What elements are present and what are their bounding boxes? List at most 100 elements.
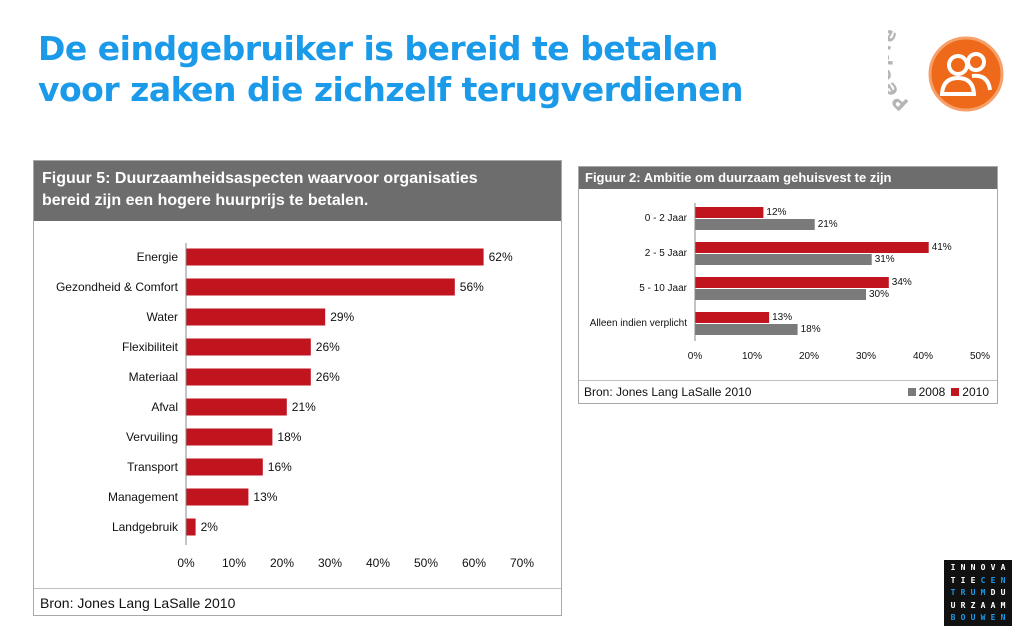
bar-2010: [695, 242, 929, 253]
slide-title: De eindgebruiker is bereid te betalen vo…: [38, 28, 858, 110]
data-label: 62%: [489, 250, 513, 264]
data-label: 26%: [316, 370, 340, 384]
logo-letter: O: [960, 613, 966, 622]
category-label: Flexibiliteit: [122, 340, 179, 354]
logo-letter: I: [960, 575, 966, 585]
logo-letter: T: [950, 588, 956, 597]
bar-2010: [695, 207, 764, 218]
logo-letter: M: [980, 588, 986, 597]
logo-letter: V: [990, 563, 996, 572]
logo-letter: B: [950, 613, 956, 622]
data-label: 2%: [201, 520, 219, 534]
data-label: 18%: [277, 430, 301, 444]
bar: [186, 248, 484, 266]
logo-letter: M: [1000, 600, 1006, 610]
bar-2008: [695, 289, 866, 300]
x-tick-label: 0%: [177, 556, 195, 570]
data-label: 30%: [869, 289, 889, 300]
bar: [186, 518, 196, 536]
legend-label-2010: 2010: [962, 385, 989, 399]
bar: [186, 488, 249, 506]
people-badge-text: People: [888, 24, 912, 115]
x-tick-label: 30%: [856, 351, 876, 362]
legend-swatch-2008: [907, 388, 916, 396]
slide-title-line-2: voor zaken die zichzelf terugverdienen: [38, 70, 744, 109]
data-label: 21%: [292, 400, 316, 414]
logo-letter: N: [960, 563, 966, 572]
figure-5-source: Bron: Jones Lang LaSalle 2010: [40, 595, 236, 611]
data-label: 56%: [460, 280, 484, 294]
category-label: Water: [146, 310, 178, 324]
logo-letter: U: [950, 600, 956, 610]
figure-5-header-line-1: Figuur 5: Duurzaamheidsaspecten waarvoor…: [42, 170, 478, 187]
logo-letter: T: [950, 575, 956, 585]
bar-2008: [695, 324, 798, 335]
people-group-icon: [928, 36, 1004, 112]
data-label: 31%: [875, 254, 895, 265]
figure-2-header: Figuur 2: Ambitie om duurzaam gehuisvest…: [579, 167, 997, 189]
bar-2008: [695, 254, 872, 265]
bar: [186, 458, 263, 476]
x-tick-label: 50%: [414, 556, 438, 570]
data-label: 16%: [268, 460, 292, 474]
legend-swatch-2010: [951, 388, 960, 396]
bar: [186, 338, 311, 356]
figure-2-source: Bron: Jones Lang LaSalle 2010: [584, 385, 752, 399]
x-tick-label: 50%: [970, 351, 990, 362]
category-label: Landgebruik: [112, 520, 179, 534]
logo-letter: A: [1000, 563, 1006, 572]
category-label: Afval: [151, 400, 178, 414]
logo-letter: E: [990, 613, 996, 622]
logo-letter: R: [960, 600, 966, 610]
x-tick-label: 30%: [318, 556, 342, 570]
data-label: 26%: [316, 340, 340, 354]
logo-letter: A: [980, 600, 986, 610]
bar: [186, 278, 455, 296]
slide-title-line-1: De eindgebruiker is bereid te betalen: [38, 29, 718, 68]
x-tick-label: 10%: [742, 351, 762, 362]
logo-letter: A: [990, 600, 996, 610]
logo-letter: N: [970, 563, 976, 572]
data-label: 18%: [801, 324, 821, 335]
data-label: 12%: [766, 207, 786, 218]
data-label: 21%: [818, 219, 838, 230]
logo-letter: R: [960, 588, 966, 597]
category-label: 0 - 2 Jaar: [645, 213, 688, 224]
x-tick-label: 40%: [913, 351, 933, 362]
logo-letter: U: [970, 588, 976, 597]
category-label: Alleen indien verplicht: [590, 318, 688, 329]
figure-5-header: Figuur 5: Duurzaamheidsaspecten waarvoor…: [34, 161, 561, 221]
figure-2-panel: Figuur 2: Ambitie om duurzaam gehuisvest…: [578, 166, 998, 404]
logo-letter: I: [950, 563, 956, 572]
x-tick-label: 70%: [510, 556, 534, 570]
category-label: 5 - 10 Jaar: [639, 283, 687, 294]
figure-5-chart: Energie 62% Gezondheid & Comfort 56% Water 29…: [56, 243, 534, 570]
logo-letter: U: [1000, 588, 1006, 597]
logo-letter: E: [970, 575, 976, 585]
logo-letter: U: [970, 613, 976, 622]
figure-2-divider: [579, 380, 997, 381]
category-label: Materiaal: [129, 370, 178, 384]
people-badge: People: [888, 24, 1004, 115]
figure-5-header-line-2: bereid zijn een hogere huurprijs te beta…: [42, 192, 369, 209]
category-label: Management: [108, 490, 179, 504]
data-label: 41%: [932, 242, 952, 253]
x-tick-label: 60%: [462, 556, 486, 570]
x-tick-label: 20%: [799, 351, 819, 362]
figure-5-panel: Figuur 5: Duurzaamheidsaspecten waarvoor…: [33, 160, 562, 616]
svg-text:People: People: [888, 24, 913, 115]
figure-2-chart: 0 - 2 Jaar 12% 21% 2 - 5 Jaar 41% 31% 5 - 10 J…: [590, 203, 990, 362]
logo-letter: E: [990, 575, 996, 585]
category-label: Energie: [137, 250, 179, 264]
data-label: 34%: [892, 277, 912, 288]
bar-2010: [695, 312, 770, 323]
data-label: 13%: [253, 490, 277, 504]
logo-letter: O: [980, 563, 986, 572]
category-label: Vervuiling: [126, 430, 178, 444]
legend-label-2008: 2008: [918, 385, 946, 399]
